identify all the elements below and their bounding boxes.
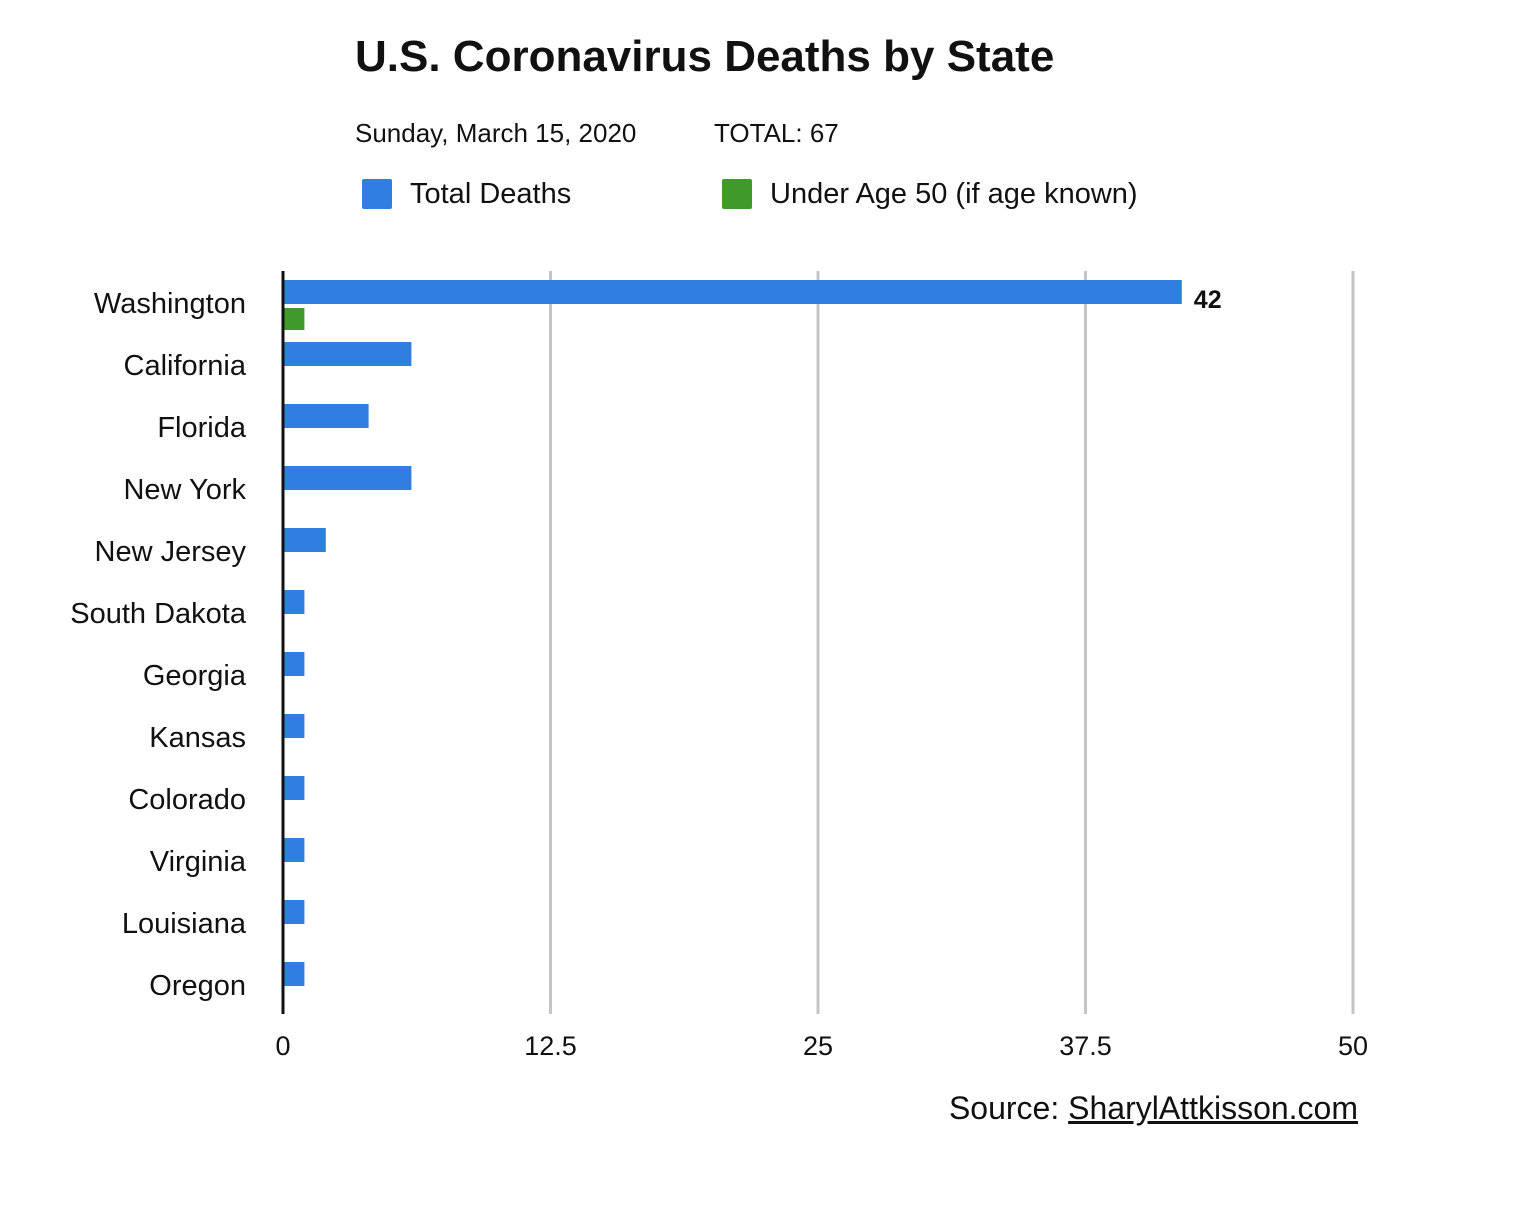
category-label: Colorado	[128, 784, 246, 816]
bar-under-50	[283, 308, 305, 330]
bar-total-deaths	[283, 776, 305, 800]
chart-title: U.S. Coronavirus Deaths by State	[355, 32, 1055, 81]
category-label: Kansas	[149, 722, 246, 754]
bar-total-deaths	[283, 342, 412, 366]
category-label: Louisiana	[122, 908, 247, 940]
x-tick-label: 25	[803, 1031, 833, 1061]
chart-total: TOTAL: 67	[714, 118, 839, 148]
legend-item-total-deaths: Total Deaths	[362, 174, 571, 214]
category-label: California	[124, 350, 247, 382]
x-tick-label: 0	[275, 1031, 290, 1061]
legend-label-under-50: Under Age 50 (if age known)	[770, 177, 1138, 210]
bar-total-deaths	[283, 404, 369, 428]
category-label: South Dakota	[70, 598, 247, 630]
chart-date: Sunday, March 15, 2020	[355, 118, 637, 148]
legend-swatch-total-deaths	[362, 179, 392, 209]
category-label: Oregon	[149, 970, 246, 1002]
bar-total-deaths	[283, 280, 1182, 304]
source-line: Source: SharylAttkisson.com	[949, 1090, 1358, 1127]
category-label: New Jersey	[95, 536, 247, 568]
bar-total-deaths	[283, 838, 305, 862]
source-prefix: Source:	[948, 1090, 1060, 1126]
source-link[interactable]: SharylAttkisson.com	[1068, 1090, 1358, 1126]
category-label: New York	[123, 474, 246, 506]
data-label: 42	[1194, 286, 1222, 314]
legend-swatch-under-50	[722, 179, 752, 209]
bar-total-deaths	[283, 466, 412, 490]
category-label: Georgia	[143, 660, 247, 692]
legend-label-total-deaths: Total Deaths	[410, 177, 572, 210]
bar-total-deaths	[283, 900, 305, 924]
bar-total-deaths	[283, 590, 305, 614]
bar-total-deaths	[283, 652, 305, 676]
x-tick-label: 12.5	[524, 1031, 577, 1061]
category-label: Florida	[157, 412, 247, 444]
bar-total-deaths	[283, 962, 305, 986]
bar-total-deaths	[283, 528, 326, 552]
category-label: Virginia	[150, 846, 247, 878]
category-label: Washington	[94, 288, 246, 320]
x-tick-label: 50	[1338, 1031, 1368, 1061]
bar-total-deaths	[283, 714, 305, 738]
x-tick-label: 37.5	[1059, 1031, 1112, 1061]
legend-item-under-50: Under Age 50 (if age known)	[722, 174, 1138, 214]
